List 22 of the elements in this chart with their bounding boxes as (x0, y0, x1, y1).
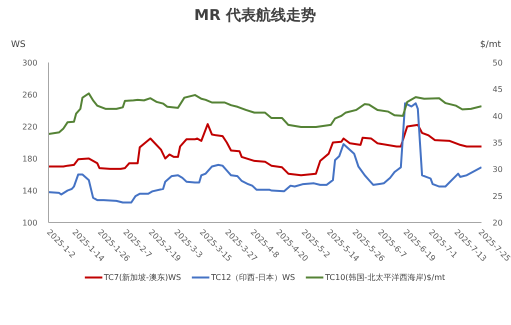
y-tick-label: 220 (22, 122, 38, 132)
y-tick-label: 100 (22, 218, 38, 228)
line-series (48, 123, 482, 176)
y2-tick-label: 50 (492, 58, 503, 68)
legend-label: TC12（印西-日本）WS (211, 272, 296, 282)
y-tick-label: 140 (22, 186, 38, 196)
legend-label: TC10(韩国-北太平洋西海岸)$/mt (325, 272, 446, 282)
y-tick-label: 180 (22, 154, 38, 164)
legend-label: TC7(新加坡-澳东)WS (104, 272, 182, 282)
y2-tick-label: 30 (492, 165, 503, 174)
y2-tick-label: 45 (492, 85, 503, 94)
line-series (48, 92, 482, 135)
y-axis-title: WS (11, 39, 26, 52)
chart-title: MR 代表航线走势 (194, 5, 316, 26)
y-tick-label: 260 (22, 90, 38, 100)
y2-axis-title: $/mt (480, 39, 501, 52)
y-tick-label: 300 (22, 58, 38, 68)
line-series (48, 102, 482, 204)
y2-tick-label: 20 (492, 218, 503, 228)
y2-tick-label: 35 (492, 138, 503, 148)
y2-tick-label: 25 (492, 192, 503, 201)
y2-tick-label: 40 (492, 112, 503, 121)
